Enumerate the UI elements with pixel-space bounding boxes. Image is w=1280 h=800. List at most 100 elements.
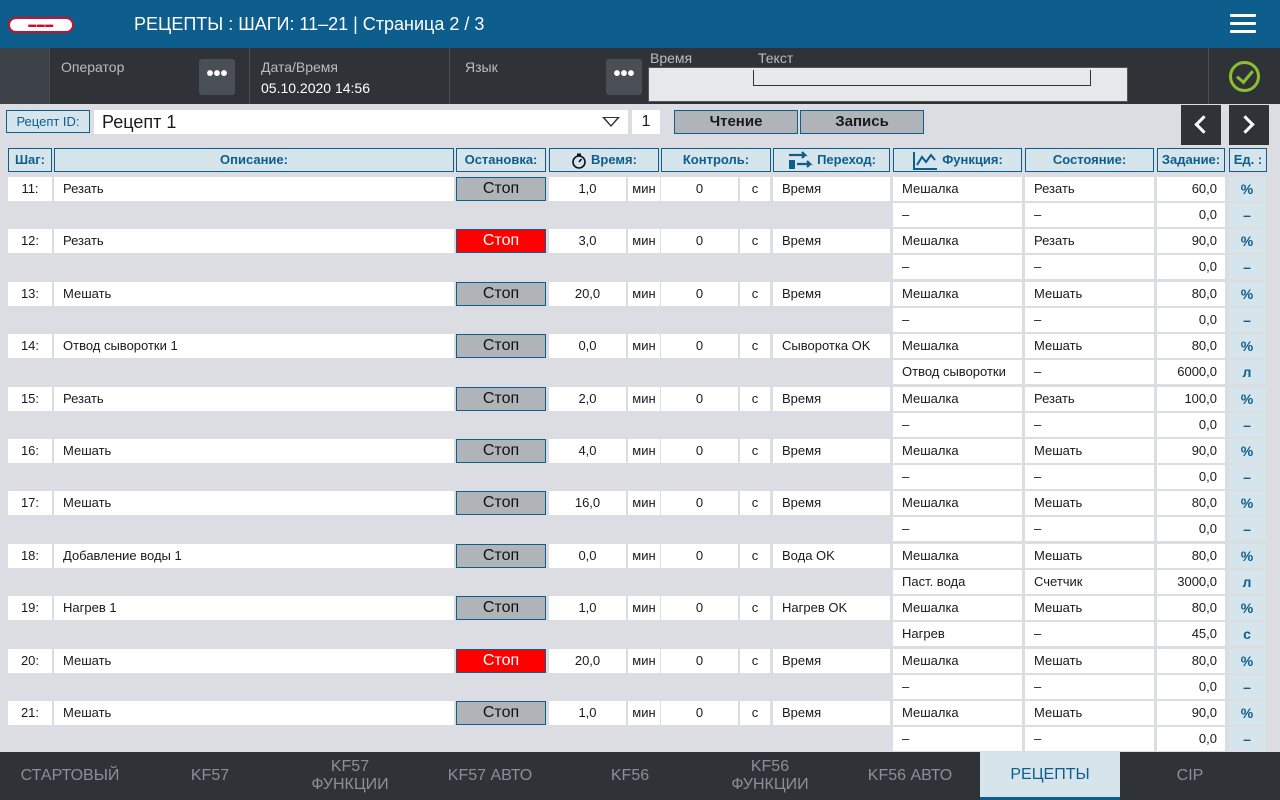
time-value[interactable]: 3,0: [549, 229, 626, 253]
transition-value[interactable]: Время: [773, 229, 890, 253]
function-value[interactable]: Мешалка: [893, 701, 1022, 725]
function-value-2[interactable]: Нагрев: [893, 622, 1022, 646]
stop-button[interactable]: Стоп: [456, 649, 546, 673]
setpoint-value[interactable]: 90,0: [1157, 439, 1225, 463]
stop-button[interactable]: Стоп: [456, 491, 546, 515]
function-value[interactable]: Мешалка: [893, 491, 1022, 515]
state-value-2[interactable]: –: [1025, 360, 1154, 384]
time-value[interactable]: 0,0: [549, 544, 626, 568]
function-value[interactable]: Мешалка: [893, 177, 1022, 201]
setpoint-value[interactable]: 80,0: [1157, 282, 1225, 306]
setpoint-value-2[interactable]: 0,0: [1157, 727, 1225, 751]
state-value-2[interactable]: –: [1025, 727, 1154, 751]
setpoint-value-2[interactable]: 0,0: [1157, 413, 1225, 437]
setpoint-value-2[interactable]: 0,0: [1157, 675, 1225, 699]
control-value[interactable]: 0: [661, 334, 738, 358]
time-value[interactable]: 4,0: [549, 439, 626, 463]
setpoint-value-2[interactable]: 0,0: [1157, 465, 1225, 489]
state-value-2[interactable]: –: [1025, 517, 1154, 541]
step-description[interactable]: Резать: [54, 177, 454, 201]
prev-page-button[interactable]: [1181, 105, 1221, 145]
setpoint-value-2[interactable]: 3000,0: [1157, 570, 1225, 594]
step-description[interactable]: Мешать: [54, 491, 454, 515]
setpoint-value-2[interactable]: 0,0: [1157, 517, 1225, 541]
state-value[interactable]: Резать: [1025, 177, 1154, 201]
step-description[interactable]: Добавление воды 1: [54, 544, 454, 568]
stop-button[interactable]: Стоп: [456, 282, 546, 306]
control-value[interactable]: 0: [661, 177, 738, 201]
control-value[interactable]: 0: [661, 491, 738, 515]
transition-value[interactable]: Время: [773, 701, 890, 725]
function-value-2[interactable]: –: [893, 203, 1022, 227]
recipe-select[interactable]: Рецепт 1: [94, 110, 628, 134]
control-value[interactable]: 0: [661, 229, 738, 253]
time-value[interactable]: 0,0: [549, 334, 626, 358]
time-value[interactable]: 2,0: [549, 387, 626, 411]
time-value[interactable]: 20,0: [549, 282, 626, 306]
time-value[interactable]: 16,0: [549, 491, 626, 515]
step-description[interactable]: Мешать: [54, 282, 454, 306]
state-value[interactable]: Мешать: [1025, 596, 1154, 620]
state-value-2[interactable]: –: [1025, 308, 1154, 332]
function-value[interactable]: Мешалка: [893, 229, 1022, 253]
write-button[interactable]: Запись: [800, 110, 924, 134]
step-description[interactable]: Мешать: [54, 439, 454, 463]
read-button[interactable]: Чтение: [674, 110, 798, 134]
state-value[interactable]: Мешать: [1025, 544, 1154, 568]
tab-2[interactable]: KF57: [140, 752, 280, 800]
transition-value[interactable]: Время: [773, 491, 890, 515]
state-value[interactable]: Мешать: [1025, 649, 1154, 673]
stop-button[interactable]: Стоп: [456, 596, 546, 620]
setpoint-value[interactable]: 80,0: [1157, 491, 1225, 515]
transition-value[interactable]: Время: [773, 282, 890, 306]
transition-value[interactable]: Сыворотка OK: [773, 334, 890, 358]
setpoint-value[interactable]: 60,0: [1157, 177, 1225, 201]
stop-button[interactable]: Стоп: [456, 439, 546, 463]
stop-button[interactable]: Стоп: [456, 229, 546, 253]
control-value[interactable]: 0: [661, 596, 738, 620]
setpoint-value[interactable]: 80,0: [1157, 649, 1225, 673]
setpoint-value[interactable]: 80,0: [1157, 334, 1225, 358]
state-value-2[interactable]: –: [1025, 675, 1154, 699]
tab-8[interactable]: РЕЦЕПТЫ: [980, 752, 1120, 800]
step-description[interactable]: Отвод сыворотки 1: [54, 334, 454, 358]
function-value-2[interactable]: –: [893, 675, 1022, 699]
transition-value[interactable]: Время: [773, 439, 890, 463]
function-value[interactable]: Мешалка: [893, 649, 1022, 673]
function-value-2[interactable]: –: [893, 465, 1022, 489]
state-value[interactable]: Мешать: [1025, 282, 1154, 306]
function-value-2[interactable]: Отвод сыворотки: [893, 360, 1022, 384]
stop-button[interactable]: Стоп: [456, 177, 546, 201]
time-value[interactable]: 20,0: [549, 649, 626, 673]
setpoint-value[interactable]: 80,0: [1157, 544, 1225, 568]
state-value-2[interactable]: –: [1025, 203, 1154, 227]
setpoint-value-2[interactable]: 0,0: [1157, 255, 1225, 279]
state-value[interactable]: Мешать: [1025, 439, 1154, 463]
transition-value[interactable]: Время: [773, 649, 890, 673]
stop-button[interactable]: Стоп: [456, 701, 546, 725]
step-description[interactable]: Нагрев 1: [54, 596, 454, 620]
step-description[interactable]: Мешать: [54, 649, 454, 673]
setpoint-value-2[interactable]: 6000,0: [1157, 360, 1225, 384]
control-value[interactable]: 0: [661, 387, 738, 411]
control-value[interactable]: 0: [661, 544, 738, 568]
setpoint-value[interactable]: 80,0: [1157, 596, 1225, 620]
stop-button[interactable]: Стоп: [456, 387, 546, 411]
setpoint-value-2[interactable]: 0,0: [1157, 203, 1225, 227]
function-value-2[interactable]: –: [893, 308, 1022, 332]
function-value[interactable]: Мешалка: [893, 334, 1022, 358]
step-description[interactable]: Резать: [54, 229, 454, 253]
tab-5[interactable]: KF56: [560, 752, 700, 800]
tab-7[interactable]: KF56 АВТО: [840, 752, 980, 800]
time-value[interactable]: 1,0: [549, 701, 626, 725]
setpoint-value[interactable]: 90,0: [1157, 701, 1225, 725]
state-value-2[interactable]: –: [1025, 622, 1154, 646]
stop-button[interactable]: Стоп: [456, 544, 546, 568]
state-value[interactable]: Мешать: [1025, 491, 1154, 515]
state-value[interactable]: Мешать: [1025, 701, 1154, 725]
next-page-button[interactable]: [1229, 105, 1269, 145]
setpoint-value[interactable]: 100,0: [1157, 387, 1225, 411]
step-description[interactable]: Резать: [54, 387, 454, 411]
function-value-2[interactable]: –: [893, 255, 1022, 279]
function-value[interactable]: Мешалка: [893, 387, 1022, 411]
